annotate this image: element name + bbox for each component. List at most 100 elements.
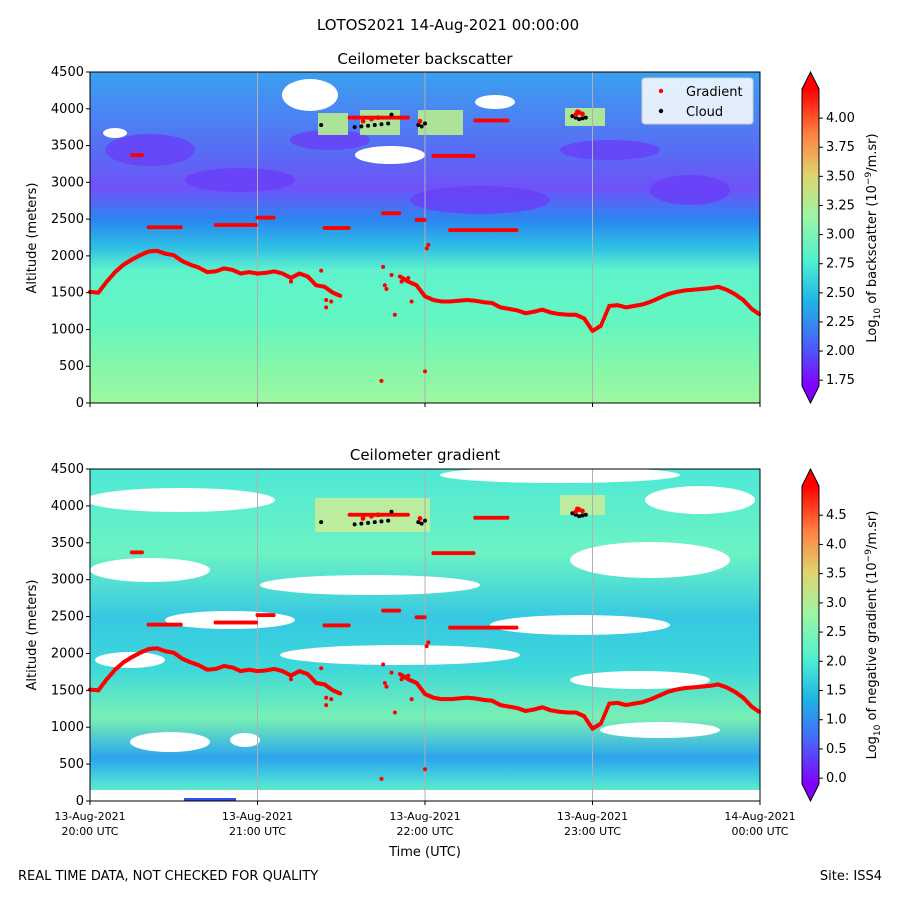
legend-gradient-marker (658, 88, 664, 94)
gradient-layer-point (505, 118, 510, 123)
cloud-point (352, 522, 357, 527)
gradient-layer-point (178, 622, 183, 627)
y-tick-label: 0 (76, 794, 84, 809)
y-tick-label: 4500 (51, 462, 84, 477)
y-tick-label: 4000 (51, 499, 84, 514)
gradient-layer-point (139, 153, 144, 158)
cloud-point (386, 121, 391, 126)
colorbar-tick-label: 3.75 (826, 140, 855, 155)
cloud-point (419, 124, 424, 129)
gradient-layer-point (514, 228, 519, 233)
gradient-point (411, 281, 416, 286)
colorbar-tick-label: 4.0 (826, 537, 847, 552)
gradient-panel: Ceilometer gradient (25, 446, 883, 860)
y-tick-label: 500 (59, 359, 84, 374)
colorbar-tick-label: 4.00 (826, 111, 855, 126)
gradient-point (417, 516, 423, 521)
backscatter-colorbar: 1.75 2.00 2.25 2.50 2.75 3.00 3.25 3.50 3.75 4.00… (801, 70, 883, 405)
gradient-colorbar-top-extend (802, 469, 819, 486)
gradient-point (409, 299, 414, 304)
cloud-point (372, 122, 377, 127)
gradient-layer-point (422, 615, 427, 620)
legend-cloud-marker (658, 108, 664, 114)
figure-title: LOTOS2021 14-Aug-2021 00:00:00 (317, 16, 579, 34)
cloud-point (389, 112, 394, 117)
colorbar-tick-label: 4.5 (826, 508, 847, 523)
gradient-point (406, 275, 411, 280)
backscatter-x-ticks (89, 403, 761, 407)
x-tick-date-label: 13-Aug-2021 (54, 810, 125, 823)
y-tick-label: 2000 (51, 249, 84, 264)
cloud-point (423, 121, 427, 126)
gradient-layer-point (178, 225, 183, 230)
gradient-title: Ceilometer gradient (350, 446, 500, 464)
y-tick-label: 4500 (51, 65, 84, 80)
colorbar-tick-label: 3.00 (826, 228, 855, 243)
gradient-point (369, 513, 374, 519)
gradient-point (424, 246, 429, 251)
cloud-point (372, 520, 377, 525)
backscatter-panel: Ceilometer backscatter (25, 50, 883, 411)
gradient-colorbar-bottom-extend (802, 784, 819, 801)
gradient-point (360, 516, 366, 521)
backscatter-colorbar-bar (802, 89, 819, 386)
x-tick-date-label: 13-Aug-2021 (557, 810, 628, 823)
gradient-layer-point (397, 211, 402, 216)
gradient-point (338, 691, 343, 696)
gradient-point (424, 644, 429, 649)
y-tick-label: 2000 (51, 646, 84, 661)
cloud-point (583, 115, 588, 120)
site-label: Site: ISS4 (819, 869, 882, 884)
x-tick-date-label: 13-Aug-2021 (389, 810, 460, 823)
gradient-ylabel: Altitude (meters) (25, 580, 40, 691)
cloud-point (366, 123, 371, 128)
legend-box (641, 77, 754, 125)
backscatter-grid (257, 72, 593, 403)
gradient-colorbar-bar (802, 486, 819, 784)
backscatter-y-axis: 0 500 1000 1500 2000 2500 3000 3500 4000 4500 (51, 65, 90, 411)
gradient-layer-point (514, 625, 519, 630)
gradient-colorbar-label: Log10 of negative gradient (10−9/m.sr) (864, 511, 883, 760)
cloud-point (319, 122, 324, 127)
gradient-point (382, 680, 387, 685)
gradient-point (384, 286, 389, 291)
gradient-layer-point (397, 608, 402, 613)
gradient-colorbar: 0.0 0.5 1.0 1.5 2.0 2.5 3.0 3.5 4.0 4.5 Log10 of … (801, 467, 883, 803)
y-tick-label: 1000 (51, 322, 84, 337)
y-tick-label: 3000 (51, 573, 84, 588)
cloud-point (366, 520, 371, 525)
gradient-x-axis: 13-Aug-2021 20:00 UTC 13-Aug-2021 21:00 UTC… (54, 801, 796, 838)
gradient-point (399, 677, 404, 682)
colorbar-tick-label: 1.75 (826, 373, 855, 388)
cloud-point (389, 509, 394, 514)
gradient-point (382, 283, 387, 288)
cloud-point (577, 514, 582, 519)
gradient-point (575, 109, 580, 115)
gradient-point (360, 118, 366, 124)
x-tick-time-label: 22:00 UTC (396, 825, 453, 838)
gradient-layer-point (405, 512, 410, 517)
gradient-point (409, 697, 414, 702)
gradient-layer-point (253, 222, 258, 227)
gradient-point (324, 305, 329, 310)
x-tick-time-label: 21:00 UTC (229, 825, 286, 838)
gradient-point (375, 512, 381, 518)
y-tick-label: 1500 (51, 683, 84, 698)
gradient-point (369, 116, 374, 122)
gradient-point (329, 299, 334, 304)
colorbar-tick-label: 1.5 (826, 684, 847, 699)
cloud-point (379, 519, 384, 524)
backscatter-missing-data (103, 79, 515, 164)
gradient-grid (257, 469, 593, 801)
y-tick-label: 500 (59, 757, 84, 772)
y-tick-label: 4000 (51, 102, 84, 117)
backscatter-title: Ceilometer backscatter (337, 50, 513, 68)
gradient-y-axis: 0 500 1000 1500 2000 2500 3000 3500 4000 4500 (51, 462, 90, 809)
gradient-point (289, 279, 293, 284)
y-tick-label: 3000 (51, 175, 84, 190)
backscatter-colorbar-bottom-extend (802, 386, 819, 403)
gradient-point (379, 776, 384, 781)
x-tick-time-label: 00:00 UTC (731, 825, 788, 838)
gradient-layer-point (471, 153, 476, 158)
